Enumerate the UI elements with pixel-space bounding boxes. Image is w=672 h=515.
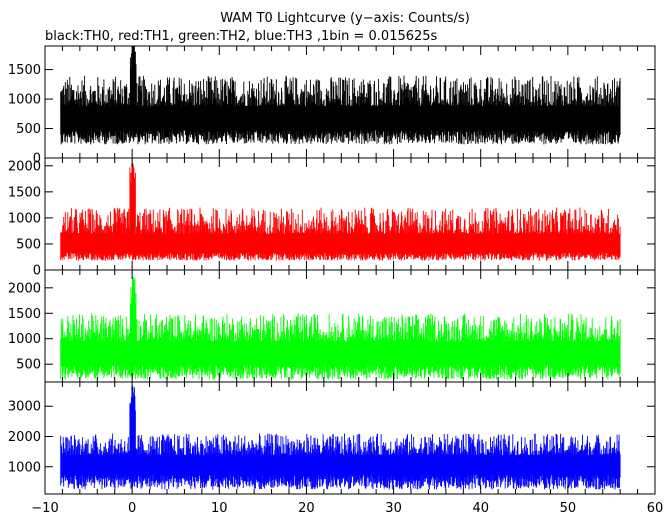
panel-frame: [44, 381, 656, 495]
series-trace-th3: [60, 386, 621, 490]
panel-th1: 0 500 1000 1500 2000: [8, 157, 656, 279]
panel-th2: 500 1000 1500 2000: [8, 269, 656, 383]
y-tick-label: 1000: [8, 93, 41, 108]
x-tick-label: 30: [385, 501, 402, 515]
series-trace-th1: [60, 163, 621, 261]
y-tick-label: 1500: [8, 63, 41, 78]
y-tick-label: 500: [16, 122, 41, 137]
chart-subtitle: black:TH0, red:TH1, green:TH2, blue:TH3 …: [45, 29, 438, 44]
x-tick-label: 40: [472, 501, 489, 515]
y-tick-label: 1500: [8, 185, 41, 200]
x-tick-label: 0: [128, 501, 136, 515]
y-tick-label: 500: [16, 237, 41, 252]
y-tick-label: 2000: [8, 159, 41, 174]
series-trace-th0: [60, 46, 621, 145]
y-tick-label: 2000: [8, 281, 41, 296]
y-tick-label: 2000: [8, 430, 41, 445]
x-tick-label: 50: [560, 501, 577, 515]
y-tick-label: 1000: [8, 460, 41, 475]
y-tick-label: 500: [16, 358, 41, 373]
series-trace-th2: [60, 277, 621, 380]
x-tick-label: −10: [31, 501, 58, 515]
chart-title: WAM T0 Lightcurve (y−axis: Counts/s): [220, 11, 470, 26]
y-tick-label: 0: [33, 152, 41, 167]
x-tick-label: 20: [298, 501, 315, 515]
y-tick-label: 1500: [8, 307, 41, 322]
x-tick-label: 60: [647, 501, 664, 515]
y-tick-label: 0: [33, 264, 41, 279]
x-tick-label: 10: [211, 501, 228, 515]
x-tick-labels: −10 0 10 20 30 40 50 60: [31, 501, 663, 515]
y-tick-label: 1000: [8, 211, 41, 226]
panel-th0: 0 500 1000 1500: [8, 45, 656, 167]
y-tick-label: 1000: [8, 332, 41, 347]
y-tick-label: 3000: [8, 400, 41, 415]
panel-th3: 1000 2000 3000: [8, 381, 656, 495]
panels-group: 0 500 1000 1500 0 500 1000 1500 2000 500 1000 1500 2…: [8, 45, 656, 495]
